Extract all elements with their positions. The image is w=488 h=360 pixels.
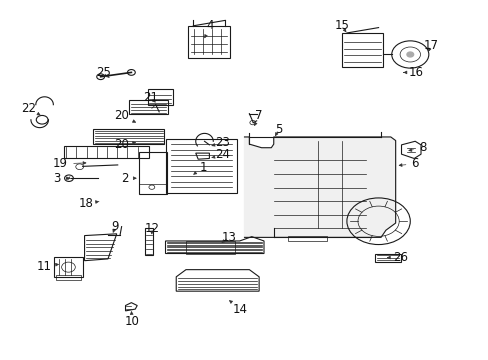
Text: 13: 13 <box>221 231 236 244</box>
Bar <box>288 235 327 241</box>
Text: 20: 20 <box>114 109 135 122</box>
Text: 17: 17 <box>423 39 437 52</box>
Bar <box>93 129 163 144</box>
Text: 24: 24 <box>212 148 229 161</box>
Text: 21: 21 <box>143 91 158 104</box>
Text: 4: 4 <box>204 19 214 38</box>
Text: 8: 8 <box>408 141 426 154</box>
Bar <box>341 33 383 67</box>
Text: 12: 12 <box>144 222 159 235</box>
Text: 3: 3 <box>53 172 69 185</box>
Text: 10: 10 <box>124 312 140 328</box>
Text: 22: 22 <box>21 102 40 115</box>
Text: 2: 2 <box>121 172 136 185</box>
Bar <box>64 146 149 158</box>
Bar <box>148 89 172 105</box>
Text: 11: 11 <box>37 260 59 273</box>
Bar <box>139 152 167 194</box>
Text: 25: 25 <box>96 66 110 79</box>
Text: 26: 26 <box>386 251 407 264</box>
Text: 23: 23 <box>212 136 229 149</box>
Text: 7: 7 <box>254 109 263 126</box>
Text: 20: 20 <box>114 138 135 151</box>
Text: 6: 6 <box>398 157 418 170</box>
Text: 14: 14 <box>229 301 247 316</box>
Text: 1: 1 <box>193 161 206 174</box>
Text: 15: 15 <box>334 19 349 32</box>
Bar <box>145 228 153 255</box>
Bar <box>166 139 237 193</box>
Polygon shape <box>244 137 395 237</box>
Text: 5: 5 <box>274 123 282 136</box>
Text: 19: 19 <box>53 157 86 170</box>
Bar <box>129 100 167 114</box>
Bar <box>54 257 82 277</box>
Bar <box>56 275 81 280</box>
Text: 16: 16 <box>403 66 423 79</box>
Bar <box>374 254 400 262</box>
Text: 9: 9 <box>111 220 119 233</box>
Circle shape <box>406 52 413 57</box>
Text: 18: 18 <box>79 197 99 210</box>
Bar <box>188 26 229 58</box>
